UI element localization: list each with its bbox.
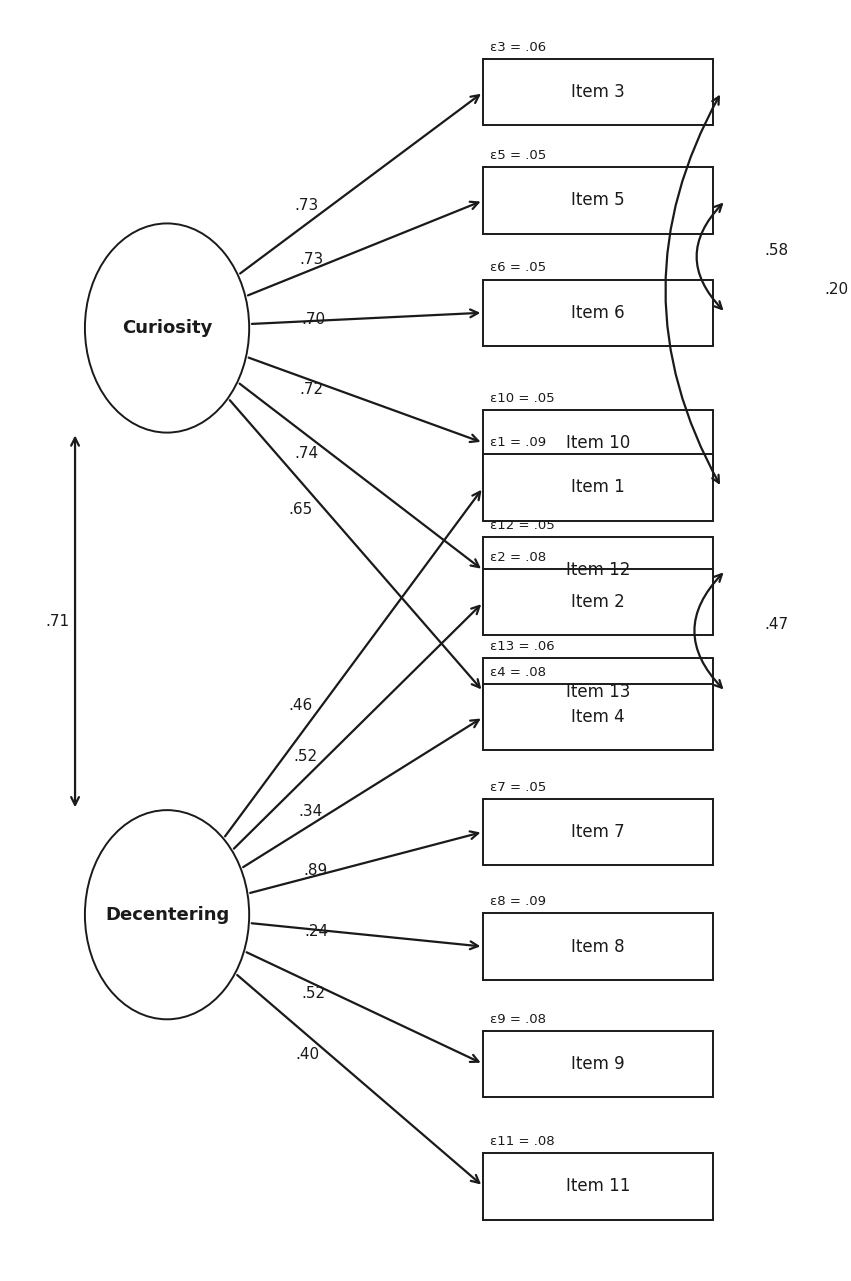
Text: Item 8: Item 8 [571, 938, 625, 956]
Text: .58: .58 [764, 242, 788, 257]
Text: .73: .73 [294, 199, 319, 213]
Text: ε6 = .05: ε6 = .05 [490, 261, 546, 274]
Bar [483, 59, 713, 126]
Text: ε2 = .08: ε2 = .08 [490, 551, 546, 564]
Text: Item 10: Item 10 [566, 434, 631, 452]
Text: .52: .52 [301, 986, 325, 1002]
Ellipse shape [85, 810, 249, 1020]
Text: .70: .70 [301, 313, 326, 327]
Bar [483, 279, 713, 346]
Bar [483, 1153, 713, 1220]
Text: .47: .47 [764, 617, 788, 632]
Text: .34: .34 [299, 803, 323, 819]
Text: Item 12: Item 12 [566, 561, 631, 579]
Text: Curiosity: Curiosity [122, 319, 212, 337]
Text: Item 4: Item 4 [571, 708, 625, 726]
Text: Item 7: Item 7 [571, 822, 625, 840]
Bar [483, 1031, 713, 1097]
Text: .52: .52 [294, 748, 317, 763]
Bar [483, 410, 713, 477]
Text: Item 1: Item 1 [571, 478, 625, 497]
Text: ε10 = .05: ε10 = .05 [490, 392, 555, 405]
Text: ε1 = .09: ε1 = .09 [490, 437, 546, 450]
Text: ε11 = .08: ε11 = .08 [490, 1135, 555, 1148]
Text: .71: .71 [45, 614, 69, 629]
FancyArrowPatch shape [697, 204, 722, 309]
FancyArrowPatch shape [694, 574, 722, 688]
Text: .74: .74 [294, 446, 318, 461]
Text: .65: .65 [288, 502, 312, 518]
Bar [483, 168, 713, 233]
Text: Decentering: Decentering [105, 906, 229, 924]
Text: .46: .46 [288, 698, 312, 712]
Text: ε5 = .05: ε5 = .05 [490, 149, 546, 163]
Text: Item 11: Item 11 [566, 1177, 631, 1195]
Text: .20: .20 [824, 282, 848, 297]
Text: Item 13: Item 13 [566, 683, 631, 701]
Text: .40: .40 [295, 1047, 320, 1062]
Text: Item 6: Item 6 [571, 304, 625, 322]
Text: Item 2: Item 2 [571, 593, 625, 611]
Text: ε8 = .09: ε8 = .09 [490, 895, 545, 908]
Text: Item 5: Item 5 [571, 191, 625, 210]
Text: .72: .72 [300, 382, 324, 397]
Text: .89: .89 [303, 862, 328, 877]
Text: ε12 = .05: ε12 = .05 [490, 519, 555, 532]
Text: ε7 = .05: ε7 = .05 [490, 780, 546, 793]
Text: .24: .24 [304, 925, 328, 939]
FancyArrowPatch shape [665, 96, 719, 483]
Bar [483, 658, 713, 725]
Text: ε4 = .08: ε4 = .08 [490, 666, 545, 679]
Text: ε13 = .06: ε13 = .06 [490, 640, 555, 653]
Bar [483, 569, 713, 635]
Text: .73: .73 [300, 252, 323, 268]
Text: ε9 = .08: ε9 = .08 [490, 1013, 545, 1026]
Text: Item 9: Item 9 [571, 1056, 625, 1073]
Text: Item 3: Item 3 [571, 83, 625, 101]
Text: ε3 = .06: ε3 = .06 [490, 41, 546, 54]
Bar [483, 913, 713, 980]
Bar [483, 684, 713, 751]
Bar [483, 537, 713, 603]
Ellipse shape [85, 223, 249, 433]
Bar [483, 798, 713, 865]
Bar [483, 455, 713, 520]
